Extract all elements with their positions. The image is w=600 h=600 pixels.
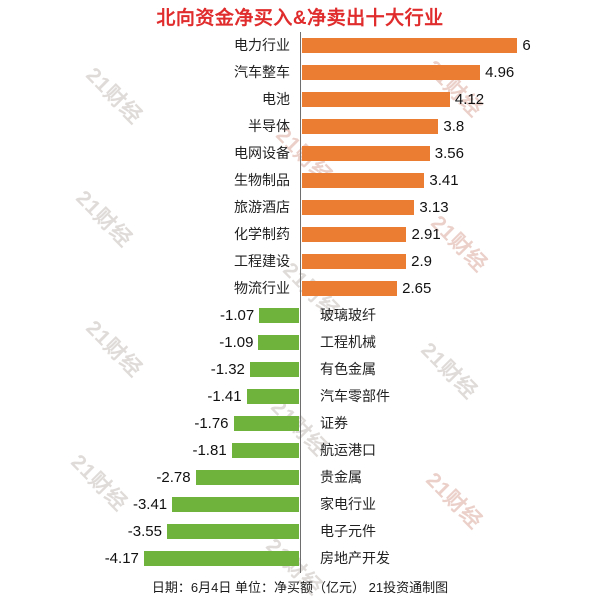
category-label: 航运港口 (320, 442, 376, 458)
positive-bar (302, 92, 450, 107)
value-label: -1.09 (219, 334, 254, 351)
value-label: 2.91 (411, 226, 441, 243)
category-label: 旅游酒店 (234, 199, 290, 215)
chart-footer: 日期：6月4日 单位：净买额（亿元） 21投资通制图 (151, 580, 449, 595)
value-label: 6 (522, 37, 531, 54)
category-label: 工程机械 (320, 334, 376, 350)
bar-row: 汽车零部件 -1.41 (0, 383, 600, 410)
positive-bar (302, 38, 518, 53)
negative-bar (172, 497, 299, 512)
category-label: 电池 (262, 91, 290, 107)
value-label: 4.12 (454, 91, 485, 108)
positive-bar (302, 146, 430, 161)
value-label: 4.96 (485, 64, 515, 81)
negative-bar (258, 335, 299, 350)
value-label: -1.07 (220, 307, 255, 324)
value-label: -3.41 (132, 496, 168, 513)
category-label: 有色金属 (320, 361, 376, 377)
zero-axis-line (300, 32, 301, 573)
bar-row: 证券 -1.76 (0, 410, 600, 437)
bar-row: 工程建设 2.9 (0, 248, 600, 275)
bar-row: 贵金属 -2.78 (0, 464, 600, 491)
value-label: 2.9 (411, 253, 432, 270)
bar-row: 半导体 3.8 (0, 113, 600, 140)
category-label: 玻璃玻纤 (320, 307, 376, 323)
value-label: 3.13 (419, 199, 449, 216)
category-label: 电子元件 (320, 523, 376, 539)
bar-row: 化学制药 2.91 (0, 221, 600, 248)
negative-bar (143, 551, 299, 566)
bar-row: 有色金属 -1.32 (0, 356, 600, 383)
category-label: 房地产开发 (320, 550, 390, 566)
value-label: -1.76 (194, 415, 229, 432)
category-label: 证券 (320, 415, 348, 431)
category-label: 生物制品 (234, 172, 290, 188)
bar-row: 工程机械 -1.09 (0, 329, 600, 356)
category-label: 汽车零部件 (320, 388, 390, 404)
bar-row: 电力行业 6 (0, 32, 600, 59)
negative-bar (231, 443, 299, 458)
category-label: 电力行业 (234, 37, 290, 53)
positive-bar (302, 119, 439, 134)
chart-title: 北向资金净买入&净卖出十大行业 (156, 8, 444, 29)
bar-row: 电池 4.12 (0, 86, 600, 113)
bar-row: 旅游酒店 3.13 (0, 194, 600, 221)
category-label: 工程建设 (234, 253, 290, 269)
value-label: -2.78 (156, 469, 191, 486)
value-label: 3.56 (434, 145, 464, 162)
value-label: -4.17 (104, 550, 139, 567)
category-label: 家电行业 (320, 496, 376, 512)
positive-bar (302, 227, 407, 242)
positive-bar (302, 254, 407, 269)
plot-area: 电力行业 6 汽车整车 4.96 电池 4.12 半导体 3.8 电网设备 3.56 生物制品 3.4… (0, 32, 600, 573)
bar-row: 生物制品 3.41 (0, 167, 600, 194)
category-label: 贵金属 (320, 469, 362, 485)
category-label: 汽车整车 (234, 64, 290, 80)
category-label: 电网设备 (234, 145, 290, 161)
negative-bar (195, 470, 299, 485)
negative-bar (166, 524, 299, 539)
value-label: 3.41 (429, 172, 459, 189)
value-label: -1.32 (210, 361, 245, 378)
value-label: 3.8 (443, 118, 465, 135)
category-label: 物流行业 (234, 280, 290, 296)
negative-bar (246, 389, 299, 404)
negative-bar (233, 416, 299, 431)
positive-bar (302, 200, 415, 215)
bar-row: 汽车整车 4.96 (0, 59, 600, 86)
positive-bar (302, 173, 425, 188)
category-label: 化学制药 (234, 226, 290, 242)
bar-row: 电网设备 3.56 (0, 140, 600, 167)
value-label: -3.55 (127, 523, 162, 540)
value-label: 2.65 (402, 280, 432, 297)
positive-bar (302, 281, 398, 296)
negative-bar (259, 308, 299, 323)
bar-row: 家电行业 -3.41 (0, 491, 600, 518)
bar-row: 航运港口 -1.81 (0, 437, 600, 464)
positive-bar (302, 65, 481, 80)
category-label: 半导体 (248, 118, 290, 134)
value-label: -1.41 (207, 388, 242, 405)
negative-bar (249, 362, 299, 377)
bar-row: 玻璃玻纤 -1.07 (0, 302, 600, 329)
value-label: -1.81 (192, 442, 227, 459)
bar-row: 房地产开发 -4.17 (0, 545, 600, 572)
bar-row: 电子元件 -3.55 (0, 518, 600, 545)
bar-row: 物流行业 2.65 (0, 275, 600, 302)
